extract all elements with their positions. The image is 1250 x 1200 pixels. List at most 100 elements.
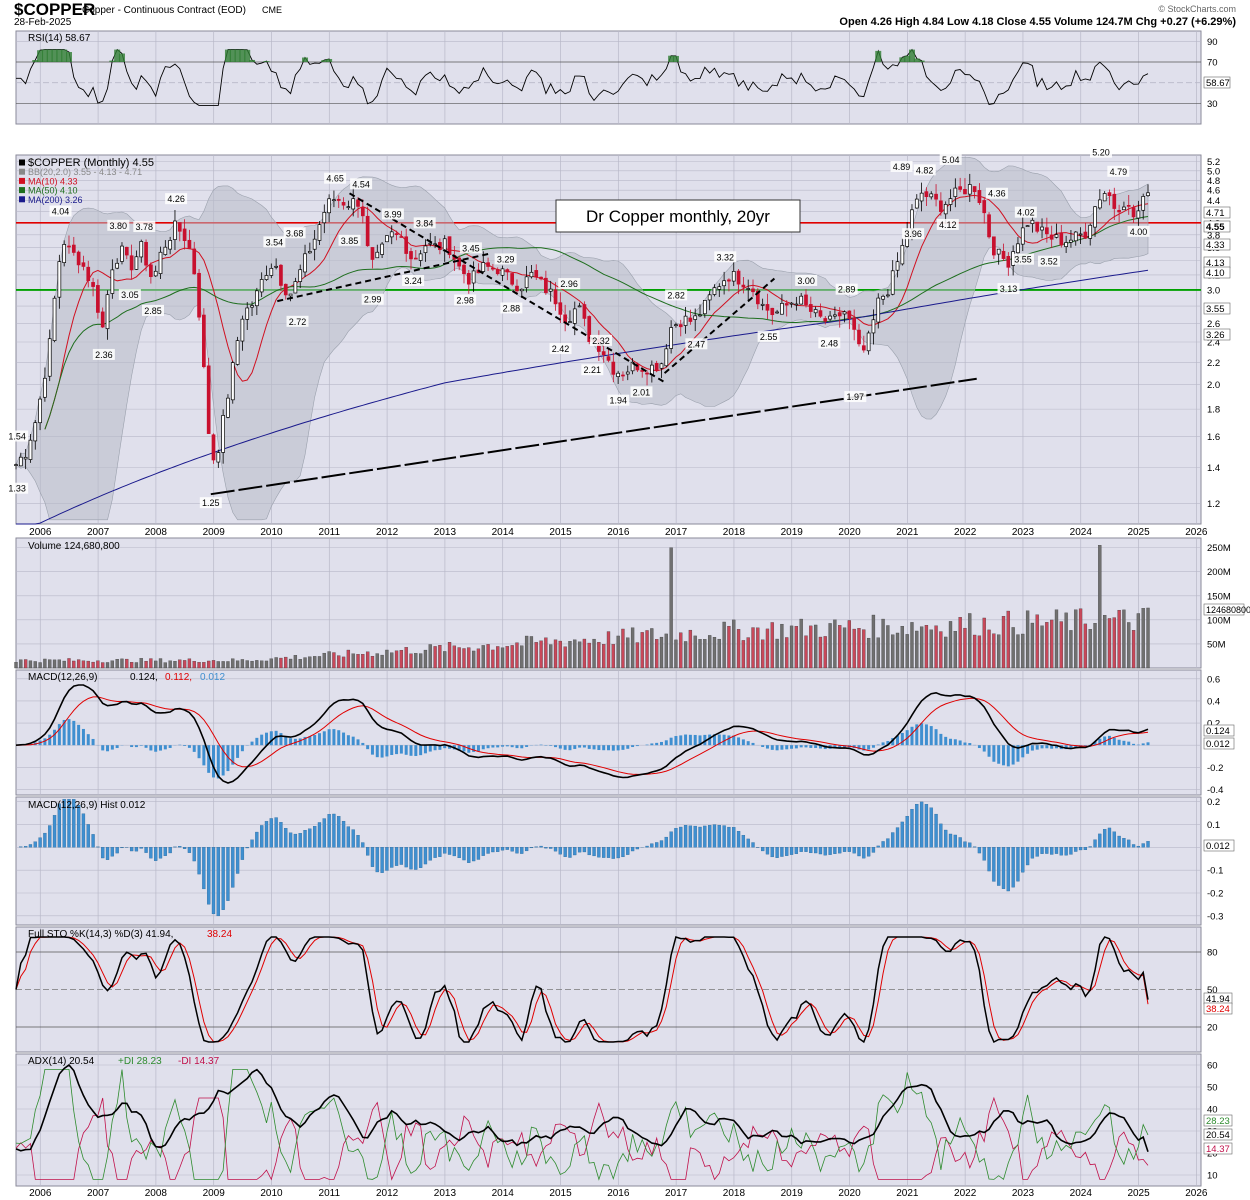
macd-panel-hist-bar xyxy=(1103,736,1107,746)
macdh-bar xyxy=(471,847,476,862)
candle-body xyxy=(751,288,755,293)
price-label: 4.89 xyxy=(893,162,911,172)
candle-body xyxy=(86,266,91,281)
macdh-bar xyxy=(1040,847,1044,854)
candle-body xyxy=(259,279,264,293)
macd-panel-hist-bar xyxy=(496,745,500,748)
candle-body xyxy=(211,434,216,461)
macdh-bar xyxy=(741,835,746,848)
candle-body xyxy=(1064,242,1068,247)
candle-body xyxy=(346,206,351,209)
macdh-bar xyxy=(775,847,779,858)
macd-panel-hist-bar xyxy=(963,742,967,746)
volume-bar xyxy=(862,629,866,669)
candle-body xyxy=(534,270,539,278)
macd-panel-hist-bar xyxy=(1006,745,1010,767)
candle-body xyxy=(553,289,558,305)
price-label-bg xyxy=(558,278,581,290)
macdh-bar xyxy=(250,839,254,848)
volume-bar xyxy=(182,660,187,669)
ma50-line xyxy=(44,216,1149,430)
rsi-overbought-fill xyxy=(51,49,58,62)
macdh-bar xyxy=(57,803,61,848)
macd-panel-hist-bar xyxy=(317,733,321,746)
candle-body xyxy=(645,372,649,375)
macd-panel-hist-bar xyxy=(814,745,818,748)
candle-body xyxy=(1146,192,1150,196)
price-tick: 4.6 xyxy=(1207,186,1220,197)
candle-body xyxy=(192,248,197,275)
volume-bar xyxy=(630,627,635,669)
macd-panel-hist-bar xyxy=(404,745,408,755)
price-label: 2.88 xyxy=(503,303,521,313)
macdh-bar xyxy=(1112,831,1116,848)
macd-panel-hist-bar xyxy=(1098,738,1102,746)
macd-signal-line xyxy=(15,696,1149,775)
ma200-line xyxy=(16,269,1149,525)
candle-body xyxy=(57,261,62,298)
macd-panel-hist-bar xyxy=(385,745,389,757)
macdh-bar xyxy=(891,832,895,848)
price-label-bg xyxy=(549,343,572,355)
macd-panel-hist-bar xyxy=(476,745,480,752)
price-label-bg xyxy=(263,236,286,248)
price-label: 2.89 xyxy=(838,285,856,295)
macd-panel-hist-bar xyxy=(631,745,635,748)
right-value-tags: 4.71 4.55 4.33 4.134.10 3.55 3.26 58.67 1246808… xyxy=(1203,76,1250,1155)
macd-panel-hist-bar xyxy=(467,745,471,753)
candle-body xyxy=(423,245,428,254)
volume-bar xyxy=(732,619,736,669)
macd-panel-hist-bar xyxy=(1054,745,1058,749)
macdh-bar xyxy=(919,801,924,848)
macd-panel-hist-bar xyxy=(655,742,659,746)
volume-bar xyxy=(997,634,1001,669)
macd-panel-hist-bar xyxy=(549,745,553,746)
macdh-bar xyxy=(597,847,601,858)
macd-panel-hist-bar xyxy=(144,745,148,748)
macd-panel-hist-bar xyxy=(886,741,890,746)
candle-body xyxy=(755,290,760,305)
candle-body xyxy=(18,456,23,467)
volume-bar xyxy=(288,658,293,669)
volume-bar xyxy=(14,662,18,669)
macd-tick: 0.6 xyxy=(1207,674,1220,685)
macd-panel-hist-bar xyxy=(366,745,370,750)
macdh-bar xyxy=(582,847,587,853)
candle-body xyxy=(693,315,698,320)
price-tick: 2.2 xyxy=(1207,358,1220,369)
macdh-bar xyxy=(23,846,28,848)
macdh-tick: -0.1 xyxy=(1207,866,1223,877)
price-label-bg xyxy=(985,187,1008,199)
adx-plus-di xyxy=(15,1069,1149,1181)
macd-panel-hist-bar xyxy=(790,745,794,749)
year-label-bottom: 2020 xyxy=(838,1188,861,1199)
candle-body xyxy=(919,192,924,202)
candle-body xyxy=(486,262,490,267)
candle-body xyxy=(1073,231,1078,242)
volume-bar xyxy=(86,660,90,669)
volume-bar xyxy=(968,613,972,669)
candle-body xyxy=(67,245,71,248)
volume-bar xyxy=(813,624,818,669)
price-label: 3.84 xyxy=(416,218,434,228)
candle-body xyxy=(43,377,47,398)
trendline-2 xyxy=(277,253,489,303)
volume-bar xyxy=(756,627,760,669)
rsi-overbought-fill xyxy=(668,55,675,62)
volume-bar xyxy=(284,656,288,669)
macdh-tag-bg xyxy=(1203,839,1235,852)
macdh-bar xyxy=(905,816,909,848)
candle-body xyxy=(139,241,144,258)
macdh-bar xyxy=(611,847,615,859)
adx-tag-bg xyxy=(1203,1142,1233,1155)
macd-panel-hist-bar xyxy=(390,745,394,755)
candle-body xyxy=(433,243,437,246)
macd-panel-hist-bar xyxy=(616,745,620,751)
price-label-bg xyxy=(133,221,156,233)
candle-body xyxy=(317,224,322,241)
macd-panel-hist-bar xyxy=(785,745,789,750)
macdh-bar xyxy=(1098,833,1102,848)
macd-panel-hist-bar xyxy=(1026,745,1030,754)
macdh-bar xyxy=(1011,847,1015,888)
volume-bar xyxy=(553,639,558,669)
